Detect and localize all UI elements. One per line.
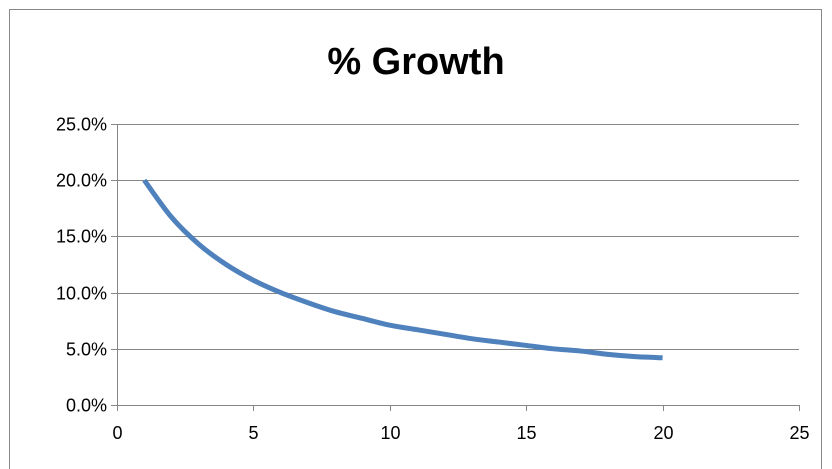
y-tick-label: 25.0% xyxy=(56,115,107,135)
data-point xyxy=(387,323,392,328)
data-point xyxy=(224,262,229,267)
data-point xyxy=(278,290,283,295)
x-tick-label: 10 xyxy=(380,423,400,443)
data-point xyxy=(360,316,365,321)
data-point xyxy=(633,354,638,359)
chart-area xyxy=(9,9,822,469)
data-point xyxy=(660,355,665,360)
data-point xyxy=(496,340,501,345)
data-point xyxy=(415,327,420,332)
data-point xyxy=(305,300,310,305)
y-tick-label: 15.0% xyxy=(56,227,107,247)
data-point xyxy=(524,343,529,348)
y-tick-label: 10.0% xyxy=(56,284,107,304)
data-point xyxy=(442,332,447,337)
x-tick-label: 15 xyxy=(516,423,536,443)
data-point xyxy=(196,242,201,247)
x-tick-label: 20 xyxy=(653,423,673,443)
series-line xyxy=(142,178,663,361)
x-tick-label: 5 xyxy=(248,423,258,443)
data-point xyxy=(333,309,338,314)
data-point xyxy=(606,352,611,357)
y-tick-label: 5.0% xyxy=(66,340,107,360)
data-point xyxy=(551,346,556,351)
data-point xyxy=(142,178,147,183)
axes xyxy=(111,124,800,411)
series-layer xyxy=(142,178,665,361)
data-point xyxy=(578,349,583,354)
y-tick-label: 0.0% xyxy=(66,396,107,416)
data-point xyxy=(169,215,174,220)
x-tick-label: 25 xyxy=(789,423,809,443)
tick-labels: 0.0% 5.0% 10.0% 15.0% 20.0% 25.0% 0 5 10 15 20 25 xyxy=(56,115,810,444)
x-tick-label: 0 xyxy=(112,423,122,443)
data-point xyxy=(469,336,474,341)
y-tick-label: 20.0% xyxy=(56,171,107,191)
data-point xyxy=(251,278,256,283)
gridlines xyxy=(117,124,799,350)
chart-title: % Growth xyxy=(327,41,505,83)
